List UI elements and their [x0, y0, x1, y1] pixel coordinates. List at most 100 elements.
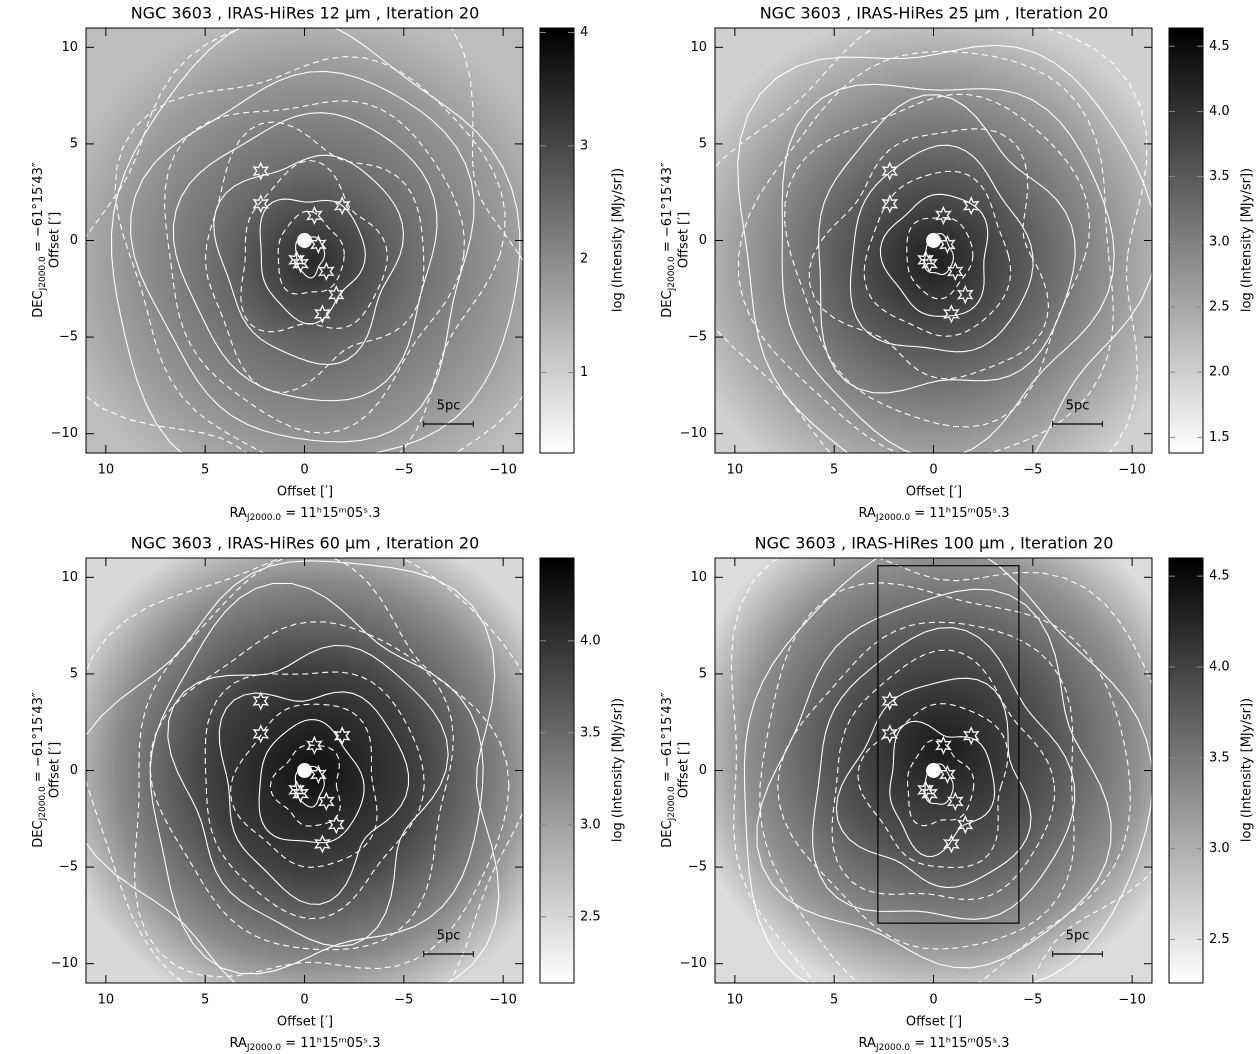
y-tick-label: 5 [699, 666, 707, 681]
star-marker [333, 726, 351, 746]
star-marker [921, 784, 938, 804]
contour [164, 100, 465, 434]
star-marker [957, 814, 974, 835]
ra-label: RAJ2000.0 = 11ʰ15ᵐ05ˢ.3 [230, 506, 381, 523]
colorbar-tick-label: 3.5 [580, 725, 601, 740]
x-tick-label: 0 [300, 993, 308, 1008]
y-tick-label: 10 [61, 40, 78, 55]
dec-sub: J2000.0 [667, 256, 677, 291]
contour [831, 649, 1055, 901]
contour [295, 236, 326, 279]
ra-sub: J2000.0 [875, 1043, 910, 1053]
colorbar-tick-label: 1.5 [1209, 430, 1230, 445]
source-dot [297, 763, 312, 778]
star-marker [306, 205, 323, 226]
contour [818, 94, 1076, 394]
y-tick-label: −5 [59, 330, 78, 345]
contour [218, 691, 410, 905]
colorbar [1168, 557, 1204, 984]
contour [110, 28, 521, 453]
star-marker [252, 691, 270, 711]
contour [743, 558, 1152, 983]
x-tick-label: 10 [727, 993, 744, 1008]
scale-bar-label: 5pc [437, 399, 461, 414]
star-marker [310, 234, 327, 255]
colorbar-tick-label: 3.5 [1209, 169, 1230, 184]
contour [849, 144, 1034, 353]
x-axis-label: Offset [′] [277, 1015, 333, 1030]
ra-prefix: RA [230, 1036, 248, 1051]
y-tick-label: 10 [61, 570, 78, 585]
colorbar-tick-label: 4 [580, 25, 588, 40]
contour [906, 738, 975, 827]
x-tick-label: −5 [1023, 993, 1042, 1008]
star-marker [252, 161, 270, 181]
star-marker [333, 196, 351, 216]
contour [269, 744, 341, 827]
colorbar-tick-label: 1 [580, 365, 588, 380]
star-marker [252, 724, 270, 744]
x-tick-label: 5 [201, 993, 209, 1008]
y-tick-label: −10 [51, 956, 78, 971]
dec-prefix: DEC [660, 820, 675, 847]
colorbar-tick-label: 3.0 [1209, 841, 1230, 856]
y-axis-label: Offset [′] [48, 212, 63, 268]
scale-bar-label: 5pc [1066, 399, 1090, 414]
panel: 10 5 0 −5 −10 −10 −5 0 5 10 5pc NGC 3603 , IRAS-HiR… [660, 4, 1255, 523]
contours [730, 558, 1152, 983]
colorbar-tick-label: 4.5 [1209, 569, 1230, 584]
colorbar [539, 27, 575, 454]
ra-prefix: RA [859, 506, 877, 521]
ra-rest: = 11ʰ15ᵐ05ˢ.3 [910, 506, 1009, 521]
star-marker [881, 724, 899, 744]
y-tick-label: 5 [699, 136, 707, 151]
star-marker [881, 691, 899, 711]
colorbar [539, 557, 575, 984]
star-marker [328, 814, 345, 835]
contour [781, 83, 1115, 453]
x-tick-label: 0 [300, 463, 308, 478]
contour [777, 621, 1075, 950]
star-marker [939, 764, 956, 785]
contour [86, 560, 500, 983]
star-marker [957, 284, 974, 305]
contour [756, 588, 1112, 969]
colorbar-tick-label: 4.5 [1209, 39, 1230, 54]
source-dot [926, 763, 941, 778]
colorbar-tick-label: 3.5 [1209, 750, 1230, 765]
y-tick-label: 5 [70, 666, 78, 681]
source-dot [926, 233, 941, 248]
ra-sub: J2000.0 [875, 513, 910, 523]
star-marker [935, 735, 952, 756]
dec-sub: J2000.0 [667, 786, 677, 821]
dec-prefix: DEC [31, 290, 46, 317]
colorbar-tick-label: 2.5 [580, 909, 601, 924]
region-box [877, 565, 1020, 924]
contour [863, 170, 1012, 337]
colorbar-tick-label: 3 [580, 138, 588, 153]
x-axis-label: Offset [′] [906, 485, 962, 500]
star-marker [942, 304, 960, 324]
y-tick-label: −5 [59, 860, 78, 875]
colorbar-tick-label: 2.0 [1209, 365, 1230, 380]
scale-bar-label: 5pc [437, 929, 461, 944]
ra-label: RAJ2000.0 = 11ʰ15ᵐ05ˢ.3 [230, 1036, 381, 1053]
colorbar-label: log (Intensity [MJy/sr]) [1240, 698, 1255, 842]
x-tick-label: −10 [1118, 463, 1145, 478]
panel-title: NGC 3603 , IRAS-HiRes 60 μm , Iteration … [131, 534, 480, 553]
ra-label: RAJ2000.0 = 11ʰ15ᵐ05ˢ.3 [859, 506, 1010, 523]
y-tick-label: −5 [688, 860, 707, 875]
colorbar-label: log (Intensity [MJy/sr]) [611, 698, 626, 842]
colorbar [1168, 27, 1204, 454]
star-marker [292, 784, 309, 804]
star-marker [942, 834, 960, 854]
y-axis-label: Offset [′] [677, 742, 692, 798]
x-tick-label: −10 [489, 993, 516, 1008]
y-tick-label: 10 [690, 570, 707, 585]
y-tick-label: 0 [70, 763, 78, 778]
colorbar-tick-label: 2 [580, 252, 588, 267]
contour [229, 703, 378, 868]
contour [730, 558, 1152, 983]
contour [738, 50, 1114, 453]
y-tick-label: −10 [680, 956, 707, 971]
